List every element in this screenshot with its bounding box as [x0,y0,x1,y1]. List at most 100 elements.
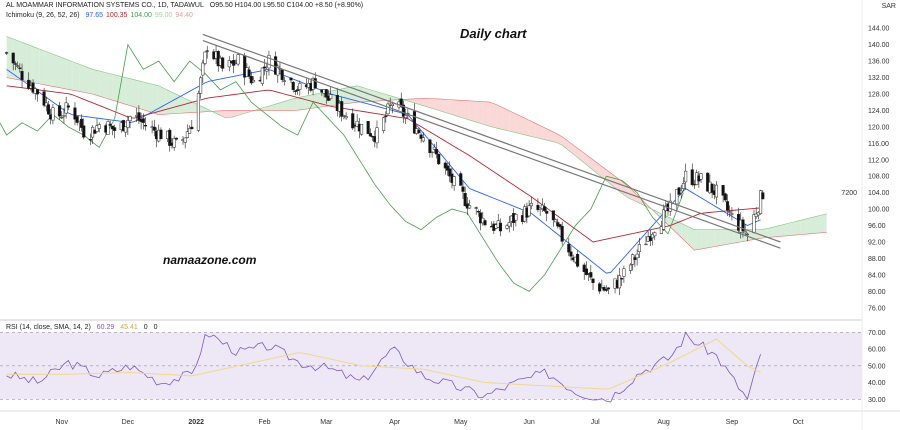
candle-body [633,257,637,261]
cloud-segment [456,100,463,118]
candle-body [66,105,70,108]
candle-body [199,77,203,94]
candle-body [417,129,421,133]
candle-body [274,56,278,75]
ichimoku-values: 97.65 100.35 104.00 99.00 94.40 [86,12,196,19]
candle-body [463,193,467,207]
candle-body [108,123,112,126]
time-tick-label: May [454,419,468,426]
candle-body [604,289,608,291]
candle-body [190,126,194,130]
candle-body [344,116,348,119]
cloud-segment [218,110,225,118]
cloud-segment [806,217,814,235]
time-tick-label: Mar [320,419,333,426]
candle-body [172,138,176,148]
price-tick-label: 140.00 [868,42,890,49]
cloud-segment [317,92,325,108]
price-tick-label: 84.00 [868,272,886,279]
time-tick-label: Nov [56,419,69,426]
rsi-band [0,332,862,400]
candle-body [690,169,694,185]
cloud-segment [238,110,245,116]
candle-body [265,69,269,72]
cloud-segment [568,141,576,156]
candle-body [276,65,280,76]
candle-body [684,170,688,183]
candle-body [203,51,207,64]
candle-body [31,82,35,93]
candle-body [159,129,163,140]
candle-body [659,226,663,234]
cloud-segment [469,100,477,123]
candle-body [340,101,344,117]
candle-body [201,62,205,76]
candle-body [759,190,763,214]
candle-body [401,104,405,117]
candle-body [188,128,192,134]
symbol-line: AL MOAMMAR INFORMATION SYSTEMS CO., 1D, … [6,2,204,9]
candle-body [106,121,110,135]
candle-body [174,137,178,140]
candle-body [617,275,622,289]
candle-body [168,129,172,146]
candle-body [644,243,648,246]
cloud-segment [112,74,120,103]
cloud-segment [714,229,721,247]
cloud-segment [363,87,371,102]
span-a-line [6,36,827,230]
candle-body [35,89,40,95]
cloud-segment [423,98,430,108]
time-tick-label: 2022 [188,419,204,426]
cloud-segment [343,87,351,104]
price-tick-label: 136.00 [868,59,890,66]
candle-body [368,133,372,137]
cloud-segment [39,49,47,86]
candle-body [51,107,55,121]
candle-body [366,121,370,135]
cloud-segment [145,82,153,113]
candle-body [205,50,209,52]
cloud-segment [509,110,516,133]
time-tick-label: Jun [523,419,534,426]
candle-body [27,79,31,89]
candle-body [360,124,364,135]
cloud-segment [634,192,642,205]
cloud-segment [85,66,93,94]
candle-body [293,90,297,92]
cloud-segment [701,229,708,250]
candle-body [421,137,425,142]
candle-body [289,77,293,81]
candle-body [710,183,714,193]
candle-body [448,168,452,177]
candle-body [82,125,86,138]
cloud-segment [72,61,80,92]
price-tick-label: 76.00 [868,305,886,312]
cloud-segment [800,218,807,235]
time-tick-label: Sep [726,419,739,426]
candle-body [46,104,51,115]
ichimoku-value-4: 94.40 [175,12,193,19]
cloud-segment [687,226,695,251]
rsi-tick-label: 40.00 [868,380,886,387]
candle-body [675,189,679,205]
candle-body [88,139,92,141]
candle-body [329,94,333,99]
cloud-segment [125,77,133,107]
rsi-line-rsi [6,331,761,403]
candle-body [443,162,447,169]
candle-body [404,115,408,119]
candle-body [97,124,101,129]
candle-body [589,272,593,278]
candle-body [263,66,267,69]
candle-body [476,211,480,213]
candle-body [754,213,758,217]
candle-body [474,207,478,209]
candle-body [498,222,502,232]
candle-body [743,231,747,234]
price-tick-label: 116.00 [868,141,889,148]
trendline [202,33,781,243]
candle-body [60,117,64,119]
candle-body [434,149,439,155]
